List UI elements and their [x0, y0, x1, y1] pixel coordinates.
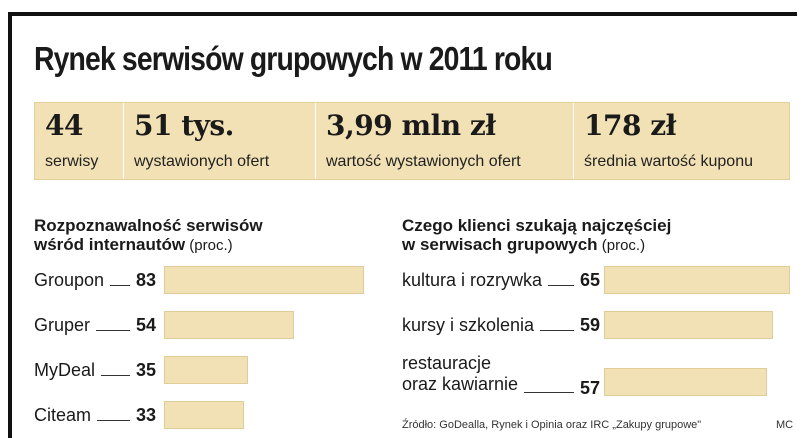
- chart-title-line: Czego klienci szukają najczęściej: [402, 216, 672, 235]
- chart-title-line: w serwisach grupowych: [402, 235, 598, 254]
- bar-category-text: oraz kawiarnie: [402, 374, 519, 394]
- bar-value-label: 65: [579, 270, 600, 290]
- stat-value: 51 tys.: [134, 109, 234, 142]
- bar-value-label: 57: [579, 378, 600, 398]
- bar-category-label: kursy i szkolenia: [402, 315, 534, 336]
- chart-title: Rozpoznawalność serwisów wśród internautó…: [34, 216, 263, 255]
- chart-title-line: Rozpoznawalność serwisów: [34, 216, 263, 235]
- bar: [604, 311, 773, 339]
- bar-category-label: MyDeal: [34, 360, 95, 381]
- bar: [164, 401, 244, 429]
- page-title: Rynek serwisów grupowych w 2011 roku: [34, 40, 553, 77]
- bar-leader-line: [101, 375, 130, 376]
- bar-leader-line: [548, 285, 574, 286]
- stat-label: wartość wystawionych ofert: [326, 153, 521, 170]
- frame-left-rule: [8, 12, 12, 438]
- bar-category-text: kursy i szkolenia: [402, 314, 535, 335]
- source-note: Źródło: GoDealla, Rynek i Opinia oraz IR…: [402, 419, 702, 431]
- bar-leader-line: [524, 392, 574, 393]
- bar: [164, 266, 364, 294]
- stat-value: 3,99 mln zł: [326, 109, 496, 142]
- bar-leader-line: [110, 285, 130, 286]
- stat-offers-value: 3,99 mln zł wartość wystawionych ofert: [315, 103, 573, 179]
- chart-title: Czego klienci szukają najczęściej w serwi…: [402, 216, 671, 255]
- bar: [604, 266, 790, 294]
- stat-offers: 51 tys. wystawionych ofert: [123, 103, 315, 179]
- bar-category-label: restauracje oraz kawiarnie: [402, 353, 518, 395]
- author-credit: MC: [776, 419, 794, 431]
- chart-unit: (proc.): [185, 237, 233, 254]
- stat-avg-coupon: 178 zł średnia wartość kuponu: [573, 103, 789, 179]
- bar-value-label: 33: [135, 405, 156, 425]
- bar-category-text: Gruper: [34, 314, 91, 335]
- bar-category-text: restauracje: [402, 353, 492, 373]
- bar-category-label: Gruper: [34, 315, 90, 336]
- stat-label: średnia wartość kuponu: [584, 153, 753, 170]
- bar-value-label: 35: [135, 360, 156, 380]
- chart-title-line: wśród internautów: [34, 235, 186, 254]
- chart-unit: (proc.): [597, 237, 646, 254]
- bar-leader-line: [97, 420, 130, 421]
- bar-category-label: kultura i rozrywka: [402, 270, 542, 291]
- bar-value-label: 54: [135, 315, 156, 335]
- stat-label: serwisy: [45, 153, 99, 170]
- bar-value-label: 59: [579, 315, 600, 335]
- stat-label: wystawionych ofert: [134, 153, 270, 170]
- stat-value: 44: [45, 109, 83, 142]
- bar-leader-line: [540, 330, 574, 331]
- bar: [164, 356, 248, 384]
- bar-category-text: kultura i rozrywka: [402, 269, 543, 290]
- bar-category-text: Citeam: [34, 404, 92, 425]
- bar: [604, 368, 767, 396]
- stat-services: 44 serwisy: [35, 103, 123, 179]
- bar-category-text: Groupon: [34, 269, 105, 290]
- bar: [164, 311, 294, 339]
- bar-category-label: Citeam: [34, 405, 91, 426]
- bar-leader-line: [96, 330, 130, 331]
- frame-top-rule: [8, 12, 797, 16]
- bar-value-label: 83: [135, 270, 156, 290]
- bar-category-text: MyDeal: [34, 359, 96, 380]
- bar-category-label: Groupon: [34, 270, 104, 291]
- stats-strip: 44 serwisy 51 tys. wystawionych ofert 3,…: [34, 102, 790, 180]
- stat-value: 178 zł: [584, 109, 676, 142]
